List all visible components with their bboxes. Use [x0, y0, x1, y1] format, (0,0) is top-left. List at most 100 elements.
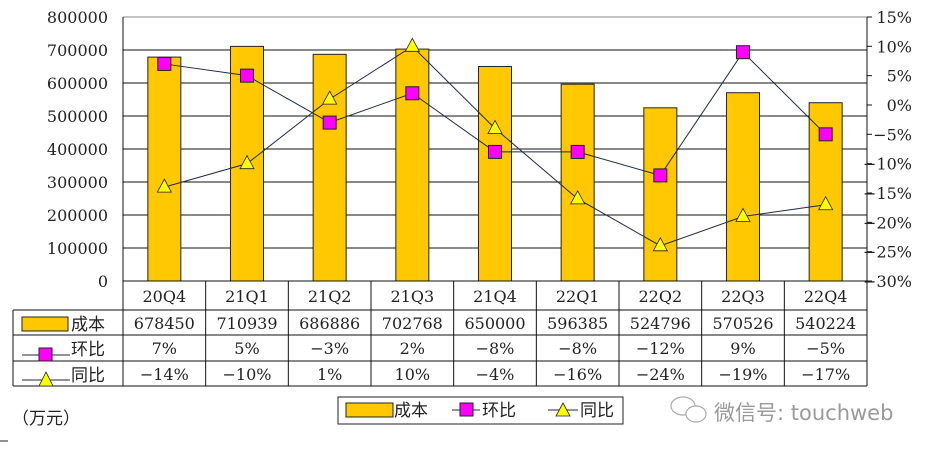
legend-triangle-icon [555, 402, 571, 417]
table-cell: 1% [317, 365, 342, 384]
legend-label-qoq: 环比 [482, 401, 516, 421]
table-row-label: 成本 [71, 315, 105, 335]
bar-22Q1 [560, 83, 595, 282]
marker-qoq-22Q2 [653, 168, 668, 183]
marker-qoq-21Q3 [405, 86, 420, 101]
table-cell: 540224 [795, 314, 856, 333]
marker-yoy-21Q2 [321, 90, 338, 105]
markers [156, 37, 834, 252]
y-left-tick-label: 400000 [47, 140, 108, 159]
y-left-tick-label: 100000 [47, 239, 108, 258]
marker-qoq-22Q4 [818, 127, 833, 142]
table-row-label: 环比 [71, 340, 105, 360]
table-row-label: 同比 [71, 366, 105, 386]
marker-yoy-22Q4 [817, 195, 834, 211]
table-cell: 686886 [299, 314, 360, 333]
table-cell: −4% [476, 365, 515, 384]
legend-yoy: 同比 [548, 401, 614, 421]
marker-yoy-21Q3 [404, 37, 421, 52]
table-cell: 524796 [630, 314, 691, 333]
table-cell: 702768 [382, 314, 443, 333]
bar-21Q3 [395, 48, 430, 282]
table-cell: −10% [223, 365, 272, 384]
y-right-tick-label: 15% [876, 8, 912, 27]
category-label: 22Q3 [721, 287, 765, 306]
table-key-triangle-icon [38, 371, 54, 387]
table-cell: −16% [553, 365, 602, 384]
y-left-tick-label: 500000 [47, 107, 108, 126]
marker-yoy-21Q1 [239, 154, 255, 170]
table-cell: 10% [395, 365, 431, 384]
y-right-tick-label: −25% [863, 243, 912, 262]
table-cell: −5% [806, 339, 845, 358]
y-left-tick-label: 200000 [47, 206, 108, 225]
table-cell: 570526 [712, 314, 773, 333]
y-axis-left: 0 100000 200000 300000 400000 500000 600000 700… [47, 8, 108, 291]
legend-label-yoy: 同比 [580, 401, 614, 421]
marker-qoq-21Q4 [488, 144, 502, 159]
y-left-tick-label: 0 [98, 272, 108, 291]
legend-square-icon [459, 402, 474, 417]
table-cell: 650000 [464, 314, 525, 333]
table-cell: 2% [400, 339, 425, 358]
y-right-tick-label: −30% [863, 272, 912, 291]
bar-20Q4 [147, 56, 182, 282]
table-cell: −17% [801, 365, 850, 384]
marker-qoq-20Q4 [157, 56, 172, 71]
marker-yoy-22Q2 [652, 236, 669, 252]
y-right-tick-label: −5% [873, 125, 912, 144]
table-key-bar [21, 316, 69, 332]
category-label: 21Q2 [308, 287, 352, 306]
table-cell: −8% [558, 339, 597, 358]
table-cell: 596385 [547, 314, 608, 333]
marker-yoy-20Q4 [156, 178, 173, 193]
table-cell: −19% [719, 365, 768, 384]
y-right-tick-label: −10% [863, 155, 912, 174]
marker-yoy-21Q4 [487, 119, 503, 134]
y-left-tick-label: 800000 [47, 8, 108, 27]
category-label: 21Q4 [473, 287, 517, 306]
table-cell: 710939 [216, 314, 277, 333]
category-label: 22Q2 [639, 287, 683, 306]
category-label: 21Q3 [391, 287, 435, 306]
table-cell: −12% [636, 339, 685, 358]
marker-qoq-21Q2 [322, 115, 337, 130]
marker-qoq-22Q3 [736, 45, 750, 60]
marker-qoq-21Q1 [240, 68, 254, 83]
marker-qoq-22Q1 [570, 144, 585, 159]
y-right-tick-label: 10% [876, 37, 912, 56]
wechat-icon-bubble [685, 405, 707, 423]
y-axis-right: −30% −25% −20% −15% −10% −5% 0% 5% 10% 15% [863, 8, 912, 291]
y-right-tick-label: −20% [863, 213, 912, 232]
table-key-square-icon [38, 347, 53, 362]
marker-yoy-22Q1 [569, 190, 586, 205]
category-label: 21Q1 [225, 287, 269, 306]
table-cell: −24% [636, 365, 685, 384]
table-cell: 5% [234, 339, 259, 358]
table-cell: 9% [730, 339, 755, 358]
marker-yoy-22Q3 [735, 207, 751, 222]
unit-label: （万元） [12, 409, 80, 429]
bar-22Q3 [726, 92, 760, 282]
y-right-tick-label: −15% [863, 184, 912, 203]
table-cell: −3% [310, 339, 349, 358]
legend-label-cost: 成本 [394, 401, 428, 421]
table-cell: 7% [152, 339, 177, 358]
bar-22Q2 [643, 107, 678, 282]
y-left-tick-label: 700000 [47, 41, 108, 60]
y-right-tick-label: 0% [887, 96, 912, 115]
y-left-tick-label: 600000 [47, 74, 108, 93]
bar-21Q4 [478, 66, 512, 282]
y-left-tick-label: 300000 [47, 173, 108, 192]
table-cell: 678450 [134, 314, 195, 333]
category-label: 22Q4 [804, 287, 848, 306]
category-label: 20Q4 [143, 287, 187, 306]
watermark: 微信号: touchweb [670, 396, 893, 425]
y-right-tick-label: 5% [887, 67, 912, 86]
table-cell: −8% [476, 339, 515, 358]
watermark-text: 微信号: touchweb [714, 401, 893, 425]
bars [147, 45, 843, 282]
bar-21Q2 [312, 53, 347, 282]
data-table: 20Q4 21Q1 21Q2 21Q3 21Q4 22Q1 22Q2 22Q3 22Q4 成本 67… [12, 280, 868, 387]
